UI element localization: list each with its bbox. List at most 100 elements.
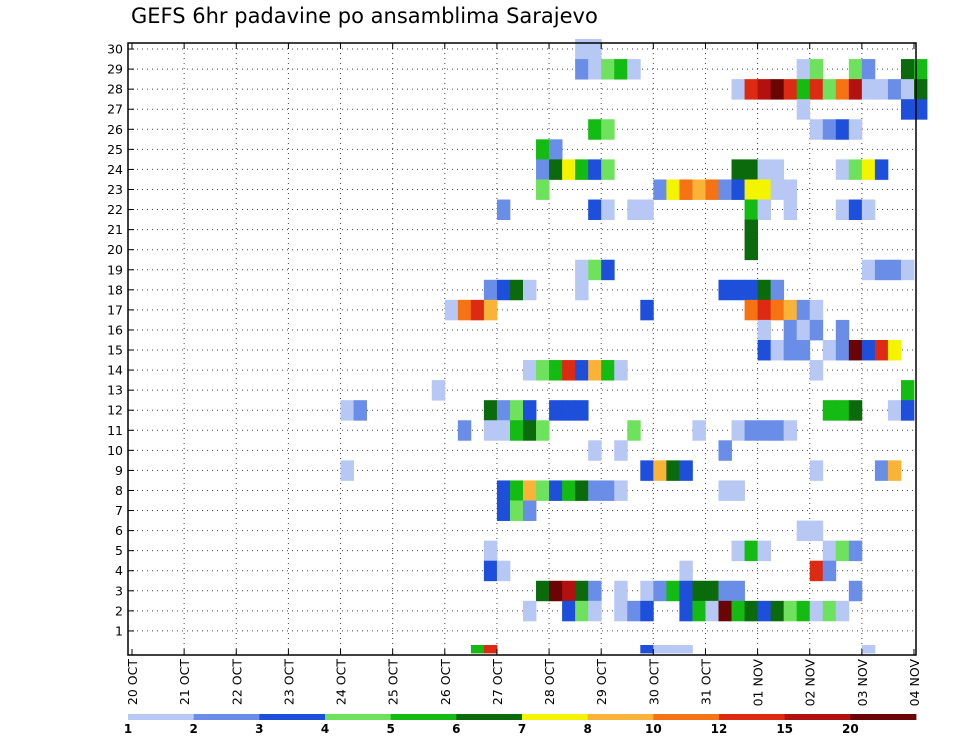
heatmap-cell	[796, 59, 811, 80]
heatmap-cell	[523, 420, 537, 441]
heatmap-cell	[523, 279, 537, 301]
heatmap-cell	[666, 179, 680, 200]
y-tick-label: 16	[107, 322, 123, 337]
y-tick-label: 22	[107, 202, 123, 217]
heatmap-cell	[705, 580, 719, 602]
heatmap-cell	[679, 560, 693, 582]
legend-label: 6	[452, 722, 460, 736]
heatmap-cell	[822, 540, 837, 562]
heatmap-cell	[783, 420, 798, 441]
heatmap-cell	[809, 319, 824, 341]
y-tick-label: 6	[115, 523, 123, 538]
heatmap-cell	[809, 299, 824, 321]
heatmap-cell	[549, 480, 563, 501]
heatmap-cell	[496, 199, 511, 220]
heatmap-cell	[705, 179, 719, 200]
chart-title: GEFS 6hr padavine po ansamblima Sarajevo	[131, 4, 598, 28]
heatmap-cell	[575, 400, 589, 421]
y-tick-label: 5	[115, 543, 123, 558]
heatmap-cell	[874, 159, 889, 180]
heatmap-cell	[536, 179, 550, 200]
heatmap-cell	[588, 360, 602, 381]
heatmap-cell	[822, 400, 837, 421]
heatmap-cell	[718, 480, 732, 501]
heatmap-cell	[835, 339, 850, 361]
heatmap-cell	[523, 400, 537, 421]
x-axis: 20 OCT 21 OCT 22 OCT 23 OCT 24 OCT 25 OCT 26 O…	[125, 43, 922, 706]
heatmap-cell	[822, 79, 837, 100]
heatmap-cell	[496, 500, 511, 521]
heatmap-cell	[496, 420, 511, 441]
x-tick-label: 04 NOV	[907, 659, 922, 707]
heatmap-cell	[861, 199, 876, 220]
heatmap-cell	[835, 540, 850, 562]
heatmap-cell	[601, 159, 615, 180]
heatmap-cell	[757, 540, 772, 562]
heatmap-cell	[562, 600, 576, 622]
heatmap-cell	[861, 59, 876, 80]
heatmap-cell	[549, 159, 563, 180]
heatmap-cell	[653, 179, 667, 200]
heatmap-cell	[509, 480, 524, 501]
heatmap-cell	[601, 259, 615, 281]
heatmap-cell	[900, 380, 915, 401]
heatmap-cell	[470, 299, 485, 321]
heatmap-cell	[705, 600, 719, 622]
heatmap-cell	[874, 460, 889, 481]
heatmap-cell	[614, 360, 628, 381]
y-tick-label: 20	[107, 242, 123, 257]
legend-label: 8	[583, 722, 591, 736]
y-tick-label: 9	[115, 463, 123, 478]
heatmap-cell	[588, 39, 602, 60]
heatmap-cell	[757, 199, 772, 220]
heatmap-cell	[770, 600, 785, 622]
heatmap-cell	[718, 440, 732, 461]
heatmap-cell	[744, 79, 758, 100]
heatmap-cell	[914, 79, 928, 100]
heatmap-cell	[783, 339, 798, 361]
heatmap-cell	[861, 645, 876, 654]
heatmap-cell	[731, 580, 745, 602]
heatmap-cell	[900, 400, 915, 421]
heatmap-cell	[614, 600, 628, 622]
x-tick-label: 28 OCT	[542, 659, 557, 705]
y-tick-label: 19	[107, 262, 123, 277]
legend-label: 12	[711, 722, 728, 736]
heatmap-cell	[575, 159, 589, 180]
heatmap-cell	[822, 560, 837, 582]
heatmap-cell	[549, 139, 563, 160]
heatmap-cell	[588, 580, 602, 602]
heatmap-cell	[822, 339, 837, 361]
heatmap-cell	[523, 480, 537, 501]
x-tick-label: 03 NOV	[855, 659, 870, 707]
legend-swatch	[128, 714, 195, 720]
y-tick-label: 26	[107, 122, 123, 137]
y-tick-label: 4	[115, 563, 123, 578]
plot-frame	[127, 42, 917, 656]
y-tick-label: 28	[107, 82, 123, 97]
heatmap-cell	[483, 400, 498, 421]
y-tick-label: 1	[115, 623, 123, 638]
heatmap-cell	[679, 645, 693, 654]
heatmap-cell	[731, 600, 745, 622]
legend-swatch	[850, 714, 917, 720]
heatmap-cell	[588, 259, 602, 281]
heatmap-cell	[731, 480, 745, 501]
heatmap-cell	[666, 580, 680, 602]
heatmap-cell	[848, 580, 863, 602]
y-tick-label: 14	[107, 363, 123, 378]
heatmap-cell	[640, 580, 654, 602]
heatmap-cell	[757, 339, 772, 361]
heatmap-cell	[575, 39, 589, 60]
heatmap-cell	[718, 600, 732, 622]
heatmap-cell	[809, 119, 824, 140]
heatmap-cell	[835, 79, 850, 100]
heatmap-cell	[444, 299, 459, 321]
heatmap-cell	[536, 159, 550, 180]
heatmap-cell	[483, 420, 498, 441]
heatmap-cell	[731, 179, 745, 200]
heatmap-cell	[783, 299, 798, 321]
heatmap-cell	[536, 139, 550, 160]
heatmap-cell	[640, 600, 654, 622]
heatmap-cell	[483, 645, 498, 654]
